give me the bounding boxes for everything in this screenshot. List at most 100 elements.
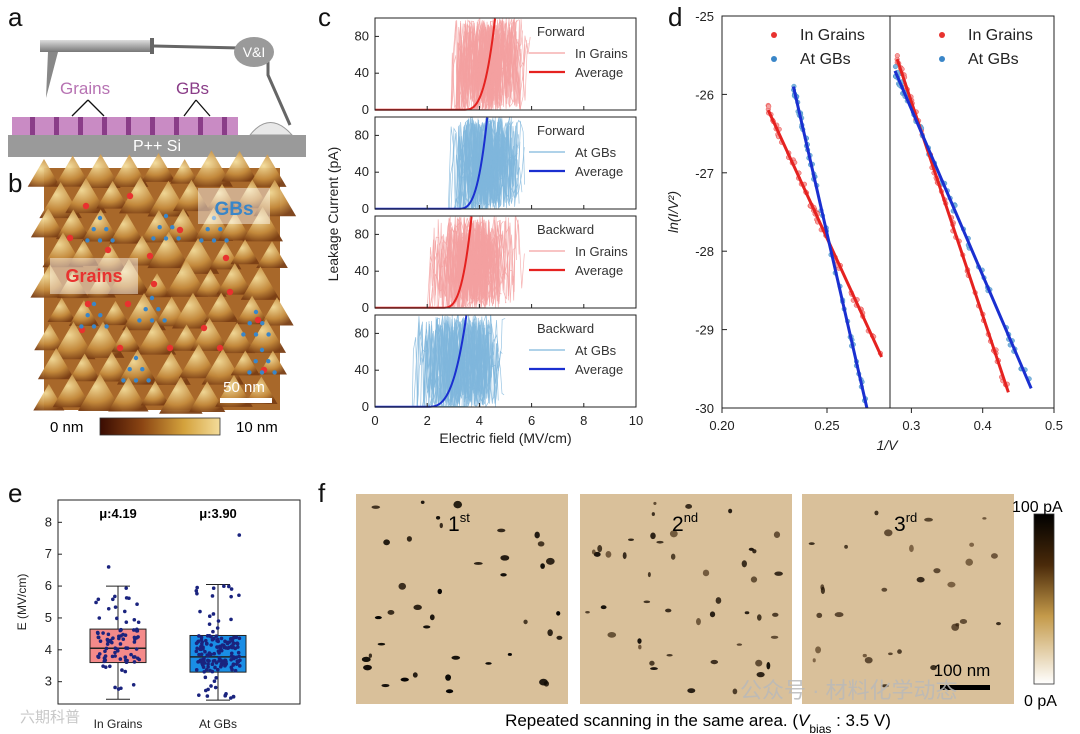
data-point [194, 641, 199, 646]
raw-trace [375, 20, 505, 111]
grain [68, 240, 99, 266]
gb-marker [163, 236, 169, 241]
data-point [106, 565, 111, 569]
data-point [223, 664, 227, 668]
data-point [210, 637, 215, 642]
scan-background [356, 494, 568, 704]
data-point [231, 642, 236, 646]
grain [242, 206, 284, 242]
leakage-spot [924, 517, 933, 522]
data-point [235, 659, 240, 663]
data-point [201, 665, 206, 669]
leakage-spot [500, 573, 507, 577]
scan-index-label: 3rd [894, 510, 917, 536]
ytick-label: -27 [695, 166, 714, 181]
grain [57, 271, 89, 299]
grain-boundary [126, 117, 131, 135]
grain [159, 376, 203, 414]
gb-marker [259, 370, 265, 375]
leakage-spot [605, 551, 612, 558]
legend-title: Forward [537, 24, 585, 39]
data-point [236, 650, 241, 655]
leakage-spot [437, 588, 443, 595]
xtick-label: 10 [629, 413, 643, 428]
grain [235, 179, 270, 209]
grain [190, 150, 233, 187]
grain [30, 264, 70, 298]
data-point [207, 651, 212, 655]
scan-scale-bar [940, 685, 990, 690]
leakage-spot [816, 612, 823, 618]
grain [218, 211, 252, 241]
ytick-label: -26 [695, 87, 714, 102]
ytick-label: 3 [45, 674, 52, 689]
leakage-spot [445, 689, 454, 694]
caption-sub: bias [809, 722, 831, 734]
grain-boundary [222, 117, 227, 135]
data-point [215, 626, 220, 630]
grain [221, 150, 258, 182]
data-point [111, 636, 115, 640]
gb-marker [247, 321, 252, 326]
ytick-label: 0 [362, 201, 369, 216]
substrate-label: P++ Si [133, 138, 181, 155]
gb-marker [104, 227, 109, 232]
data-point [194, 589, 199, 593]
grain-boundary [198, 117, 203, 135]
fit-line [893, 70, 1033, 389]
ytick-label: -29 [695, 323, 714, 338]
leakage-spot [766, 662, 771, 670]
afm-gbs-label: GBs [214, 199, 253, 220]
legend-raw: In Grains [575, 244, 628, 259]
leakage-spot [888, 652, 893, 656]
leakage-spot [650, 532, 656, 540]
leakage-spot [773, 531, 781, 538]
grain-boundary [150, 117, 155, 135]
leakage-spot [507, 653, 512, 656]
data-point [205, 641, 209, 646]
data-point [104, 646, 109, 651]
data-point [197, 659, 201, 664]
grain [194, 269, 227, 297]
data-point [237, 664, 242, 668]
data-point [206, 654, 210, 658]
raw-trace [375, 316, 449, 408]
gb-marker [266, 359, 271, 364]
leakage-spot [687, 688, 696, 694]
data-point [120, 668, 124, 672]
raw-trace [375, 321, 458, 408]
data-point [235, 642, 240, 646]
ytick-label: 40 [355, 362, 369, 377]
raw-trace [375, 18, 505, 111]
grains-label-box [50, 258, 138, 294]
leakage-spot [996, 621, 1001, 626]
ytick-label: -30 [695, 401, 714, 416]
gb-marker [211, 215, 217, 221]
afm-scale-label: 50 nm [223, 379, 265, 396]
leakage-spot [669, 530, 678, 538]
data-point [136, 620, 141, 625]
data-point [219, 648, 224, 653]
data-point [219, 658, 223, 662]
leakage-spot [585, 611, 590, 614]
pointer-arrows [71, 99, 211, 117]
grain-marker [150, 280, 158, 288]
data-point [98, 639, 103, 643]
plot-frame [374, 215, 637, 309]
subplot-d2: 0.3 0.4 0.5 In Grains At GBs [892, 27, 1063, 433]
data-point [106, 607, 111, 611]
data-point [118, 657, 123, 661]
ytick-label: 80 [355, 226, 369, 241]
scan-background [802, 494, 1014, 704]
legend-label: At GBs [800, 51, 851, 68]
grain-marker [200, 324, 208, 332]
leakage-spot [750, 576, 758, 583]
legend-marker [771, 56, 777, 62]
leakage-spot [715, 597, 722, 604]
data-point [212, 679, 217, 683]
data-point [202, 656, 206, 661]
c-xlabel: Electric field (MV/cm) [439, 430, 571, 446]
leakage-spot [909, 544, 914, 553]
fit-line [895, 58, 1010, 393]
grain [94, 351, 130, 382]
